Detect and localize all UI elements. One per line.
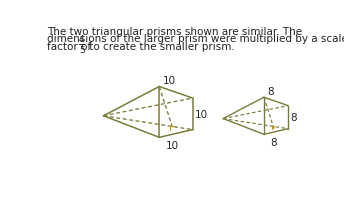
Text: 10: 10 [195, 109, 208, 119]
Text: dimensions of the larger prism were multiplied by a scale: dimensions of the larger prism were mult… [47, 34, 344, 44]
Text: 8: 8 [291, 113, 297, 123]
Text: 10: 10 [165, 140, 179, 150]
Text: factor of: factor of [47, 42, 94, 52]
Text: 10: 10 [163, 76, 176, 85]
Text: 8: 8 [267, 86, 273, 96]
Text: 5: 5 [79, 46, 85, 55]
Text: 4: 4 [79, 35, 85, 44]
Text: to create the smaller prism.: to create the smaller prism. [86, 42, 235, 52]
Text: 8: 8 [270, 137, 277, 147]
Text: The two triangular prisms shown are similar. The: The two triangular prisms shown are simi… [47, 26, 302, 37]
